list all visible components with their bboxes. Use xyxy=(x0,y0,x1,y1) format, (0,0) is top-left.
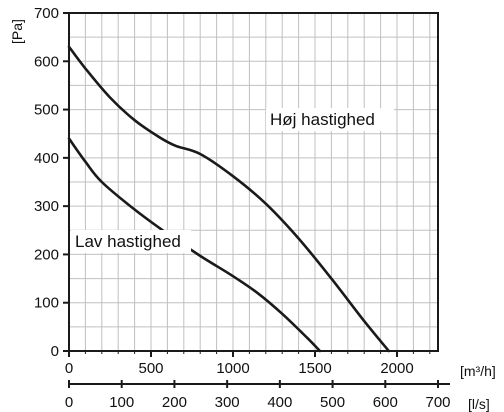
secondary-x-tick-label: 0 xyxy=(65,394,73,411)
y-tick-label: 200 xyxy=(34,246,59,263)
secondary-x-tick-label: 700 xyxy=(425,394,450,411)
series-line-lav-hastighed xyxy=(67,137,322,353)
secondary-x-tick-label: 600 xyxy=(373,394,398,411)
y-tick-label: 100 xyxy=(34,295,59,312)
secondary-x-tick-label: 500 xyxy=(320,394,345,411)
y-axis-label: [Pa] xyxy=(9,19,25,44)
series-line-hoj-hastighed xyxy=(67,45,391,353)
curve-labels: Høj hastighed Lav hastighed xyxy=(71,108,394,253)
y-tick-label: 400 xyxy=(34,150,59,167)
y-tick-label: 700 xyxy=(34,5,59,22)
plot-border xyxy=(68,12,439,352)
secondary-x-tick-label: 100 xyxy=(109,394,134,411)
secondary-x-axis-label: [l/s] xyxy=(468,396,490,412)
x-tick-label: 1500 xyxy=(298,360,331,377)
x-tick-label: 1000 xyxy=(216,360,249,377)
grid xyxy=(69,13,438,351)
x-tick-label: 2000 xyxy=(380,360,413,377)
secondary-x-tick-label: 400 xyxy=(267,394,292,411)
secondary-x-tick-label: 200 xyxy=(162,394,187,411)
y-axis-ticks: 0 100 200 300 400 500 600 700 xyxy=(34,5,69,360)
plot-frame xyxy=(68,12,439,352)
secondary-x-axis: 0 100 200 300 400 500 600 700 xyxy=(65,380,451,411)
y-tick-label: 300 xyxy=(34,198,59,215)
curve-label-hoj-hastighed: Høj hastighed xyxy=(270,110,375,129)
y-tick-label: 600 xyxy=(34,53,59,70)
x-tick-label: 500 xyxy=(138,360,163,377)
x-axis-label: [m³/h] xyxy=(460,363,496,379)
x-tick-label: 0 xyxy=(65,360,73,377)
x-axis-ticks: 0 500 1000 1500 2000 xyxy=(65,351,431,377)
curve-label-background xyxy=(71,230,191,253)
series-lines xyxy=(67,45,391,353)
y-tick-label: 500 xyxy=(34,102,59,119)
secondary-x-tick-label: 300 xyxy=(215,394,240,411)
curve-label-background xyxy=(266,108,394,131)
curve-label-lav-hastighed: Lav hastighed xyxy=(75,232,181,251)
y-tick-label: 0 xyxy=(51,343,59,360)
